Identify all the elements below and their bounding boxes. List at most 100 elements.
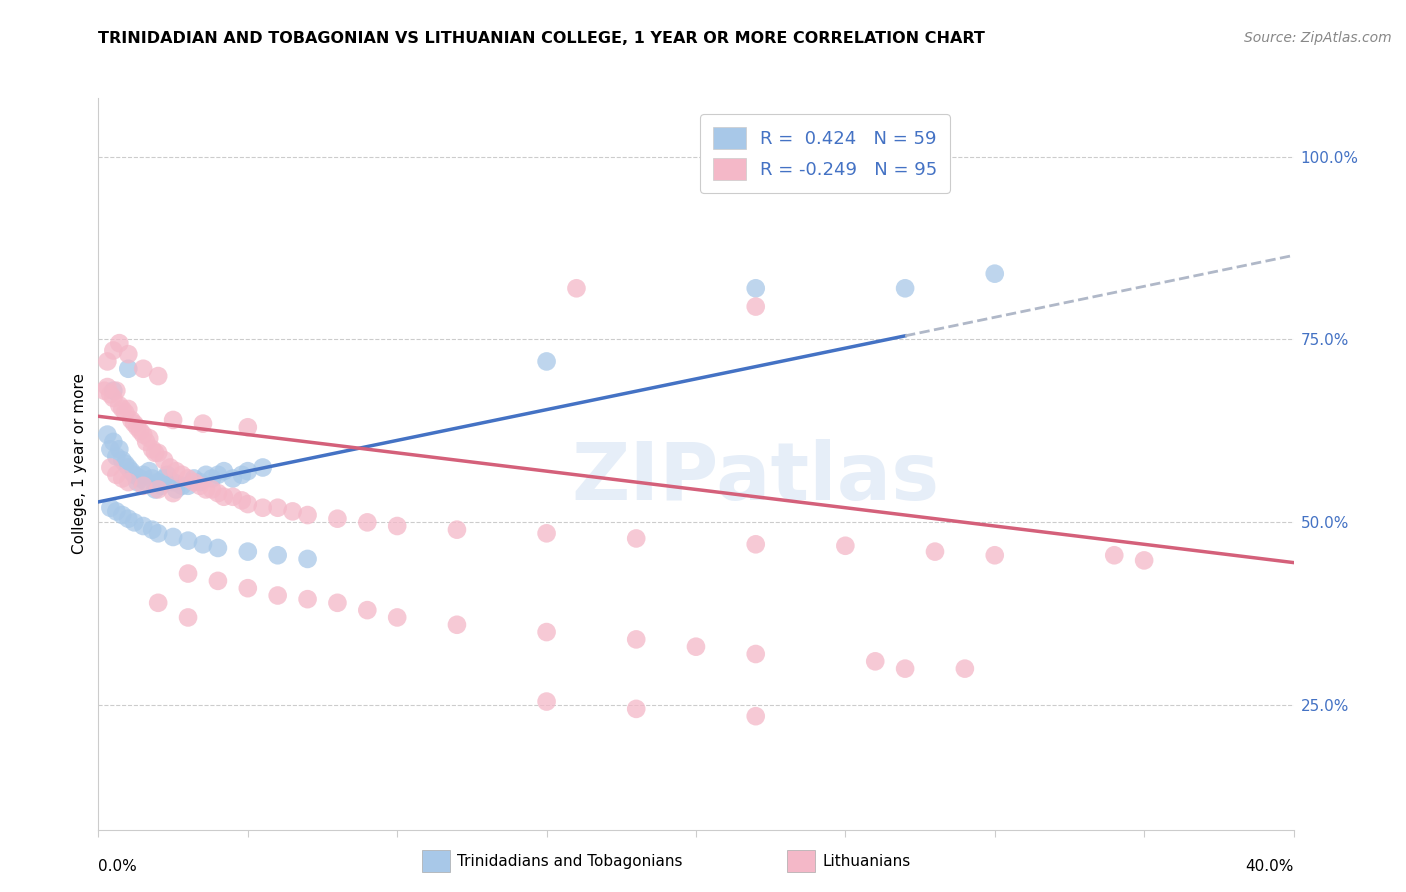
Point bbox=[162, 486, 184, 500]
Point bbox=[159, 460, 181, 475]
Point bbox=[105, 504, 128, 518]
Point bbox=[177, 533, 200, 548]
Point bbox=[326, 596, 349, 610]
Point bbox=[108, 336, 131, 351]
Point bbox=[183, 471, 205, 485]
Point bbox=[138, 431, 160, 445]
Point bbox=[446, 523, 468, 537]
Point bbox=[1104, 548, 1126, 563]
Legend: R =  0.424   N = 59, R = -0.249   N = 95: R = 0.424 N = 59, R = -0.249 N = 95 bbox=[700, 114, 950, 193]
Point bbox=[236, 581, 259, 595]
Point bbox=[267, 589, 290, 603]
Text: ZIPatlas: ZIPatlas bbox=[572, 440, 939, 517]
Point bbox=[236, 464, 259, 478]
Point bbox=[135, 434, 157, 449]
Point bbox=[162, 413, 184, 427]
Point bbox=[172, 479, 194, 493]
Point bbox=[96, 427, 118, 442]
Point bbox=[111, 508, 134, 522]
Point bbox=[141, 523, 163, 537]
Point bbox=[114, 457, 136, 471]
Y-axis label: College, 1 year or more: College, 1 year or more bbox=[72, 374, 87, 554]
Point bbox=[924, 544, 946, 558]
Point bbox=[297, 508, 319, 522]
Text: Lithuanians: Lithuanians bbox=[823, 855, 911, 869]
Point bbox=[141, 471, 163, 485]
Point bbox=[103, 343, 125, 358]
Point bbox=[132, 479, 155, 493]
Point bbox=[117, 361, 139, 376]
Point bbox=[105, 384, 128, 398]
Point bbox=[117, 460, 139, 475]
Point bbox=[138, 464, 160, 478]
Point bbox=[100, 442, 122, 457]
Point bbox=[183, 475, 205, 489]
Point bbox=[231, 493, 253, 508]
Point bbox=[385, 519, 409, 533]
Point bbox=[172, 467, 194, 482]
Point bbox=[865, 654, 887, 668]
Text: 40.0%: 40.0% bbox=[1246, 859, 1294, 874]
Point bbox=[153, 453, 176, 467]
Point bbox=[93, 384, 115, 398]
Point bbox=[156, 467, 179, 482]
Point bbox=[565, 281, 588, 295]
Point bbox=[103, 434, 125, 449]
Point bbox=[626, 702, 648, 716]
Point bbox=[117, 475, 139, 489]
Point bbox=[135, 475, 157, 489]
Point bbox=[236, 497, 259, 511]
Point bbox=[148, 596, 170, 610]
Point bbox=[127, 475, 149, 489]
Point bbox=[111, 471, 134, 485]
Point bbox=[207, 574, 229, 588]
Point bbox=[745, 647, 768, 661]
Point bbox=[148, 369, 170, 384]
Point bbox=[124, 417, 146, 431]
Point bbox=[267, 500, 290, 515]
Point bbox=[127, 420, 149, 434]
Point bbox=[143, 446, 166, 460]
Point bbox=[148, 446, 170, 460]
Point bbox=[252, 500, 274, 515]
Point bbox=[165, 483, 187, 497]
Text: 0.0%: 0.0% bbox=[98, 859, 138, 874]
Point bbox=[114, 406, 136, 420]
Point bbox=[1133, 553, 1156, 567]
Point bbox=[984, 267, 1007, 281]
Point bbox=[124, 516, 146, 530]
Point bbox=[108, 398, 131, 412]
Point bbox=[231, 467, 253, 482]
Point bbox=[105, 467, 128, 482]
Point bbox=[297, 552, 319, 566]
Point bbox=[201, 471, 224, 485]
Point bbox=[177, 566, 200, 581]
Point bbox=[100, 387, 122, 401]
Text: TRINIDADIAN AND TOBAGONIAN VS LITHUANIAN COLLEGE, 1 YEAR OR MORE CORRELATION CHA: TRINIDADIAN AND TOBAGONIAN VS LITHUANIAN… bbox=[98, 31, 986, 46]
Point bbox=[111, 402, 134, 417]
Point bbox=[207, 467, 229, 482]
Point bbox=[385, 610, 409, 624]
Point bbox=[162, 530, 184, 544]
Point bbox=[120, 413, 142, 427]
Point bbox=[188, 475, 211, 489]
Point bbox=[745, 300, 768, 314]
Text: Source: ZipAtlas.com: Source: ZipAtlas.com bbox=[1244, 31, 1392, 45]
Point bbox=[143, 483, 166, 497]
Point bbox=[267, 548, 290, 563]
Point bbox=[201, 483, 224, 497]
Point bbox=[222, 471, 245, 485]
Point bbox=[103, 391, 125, 405]
Point bbox=[177, 610, 200, 624]
Point bbox=[117, 402, 139, 417]
Point bbox=[191, 537, 214, 551]
Point bbox=[100, 460, 122, 475]
Point bbox=[191, 417, 214, 431]
Point bbox=[894, 281, 917, 295]
Point bbox=[281, 504, 304, 518]
Point bbox=[834, 539, 856, 553]
Point bbox=[103, 384, 125, 398]
Point bbox=[195, 467, 218, 482]
Point bbox=[132, 427, 155, 442]
Point bbox=[207, 541, 229, 555]
